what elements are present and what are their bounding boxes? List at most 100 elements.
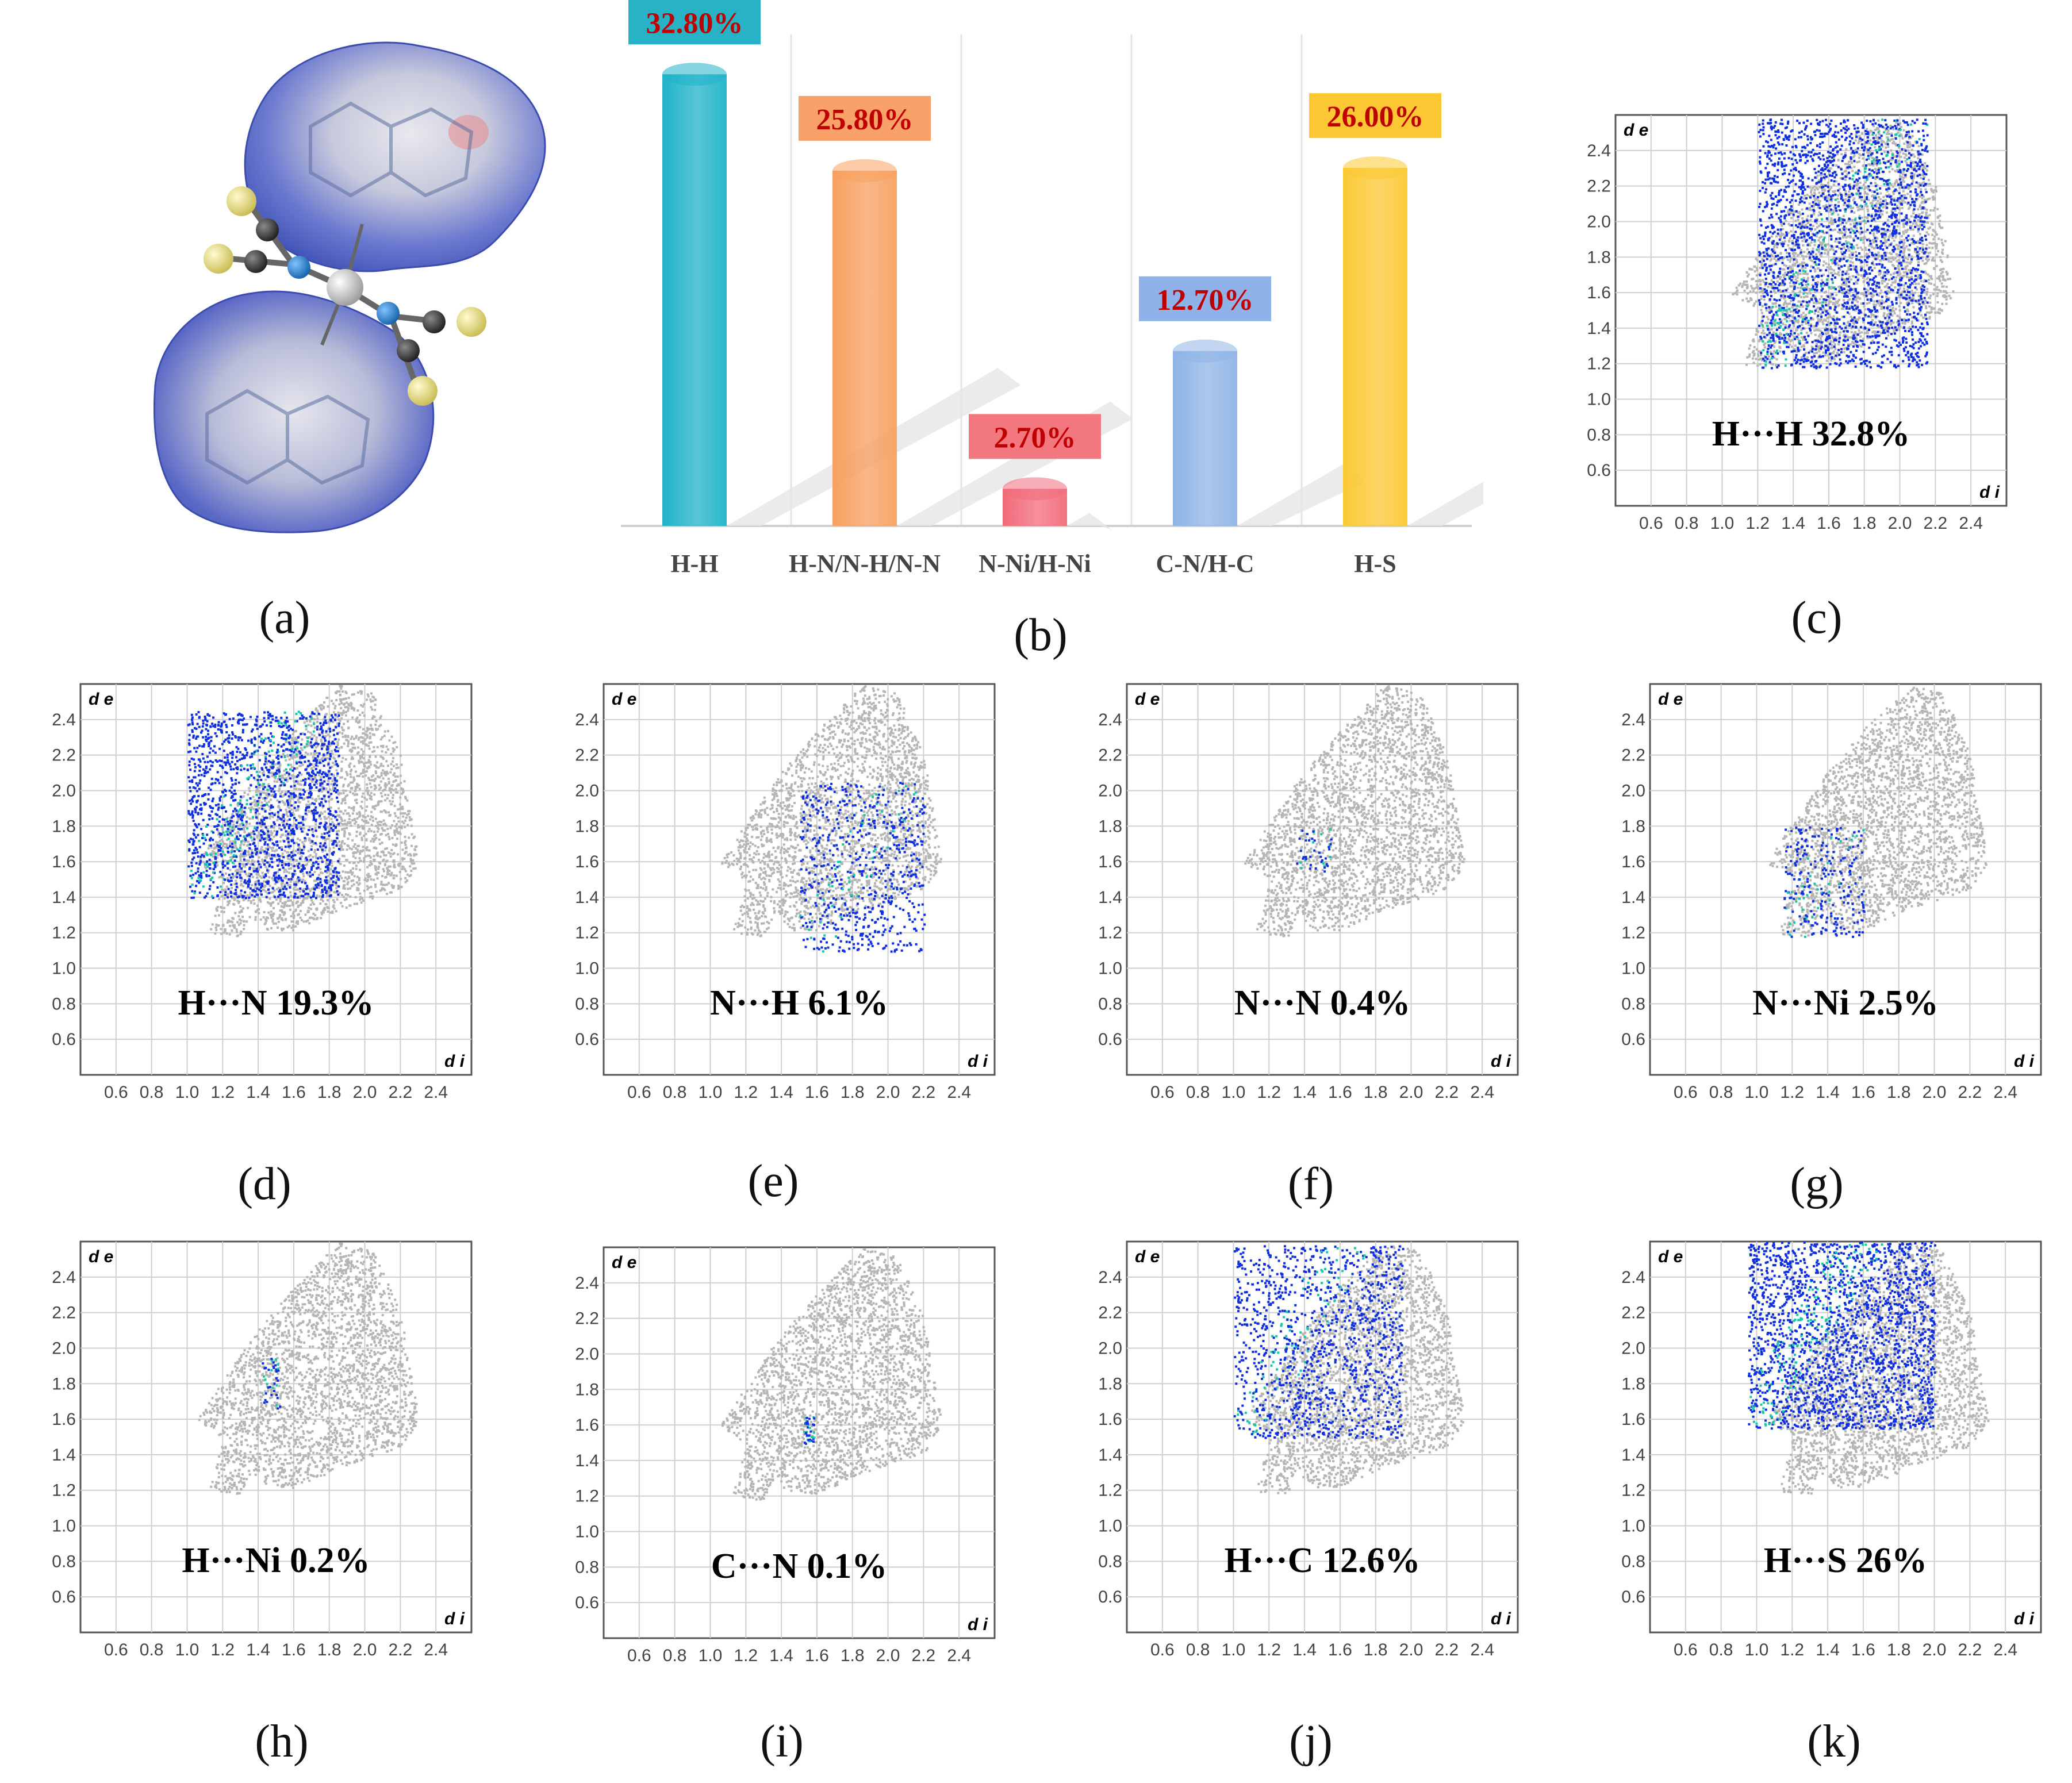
grey-point [1873,216,1876,219]
contact-point [1813,288,1816,291]
contact-point [1885,127,1888,130]
contact-point [1865,272,1868,275]
contact-point [1849,243,1852,245]
contact-point [1840,197,1843,200]
molecule-drawing [153,41,546,533]
grey-point [1879,271,1882,274]
grey-point [1844,279,1847,282]
grey-point [1780,282,1783,285]
grey-point [1807,220,1810,222]
grey-point [1898,186,1901,189]
contact-point [1785,206,1787,209]
contact-point [1784,364,1787,367]
contact-point [1845,242,1848,245]
grey-point [1797,242,1799,245]
grey-point [1867,174,1870,177]
contact-point [1921,290,1924,293]
grey-point [1744,283,1747,286]
grey-point [1832,190,1835,193]
contact-point [1848,289,1851,292]
contact-point [1864,359,1867,362]
grey-point [1822,232,1825,235]
contact-point [1831,331,1833,333]
grey-point [1764,284,1767,287]
grey-point [232,840,235,843]
grey-point [1843,283,1846,286]
grey-point [379,883,382,886]
contact-point [1763,359,1766,362]
grey-point [1880,308,1883,310]
contact-point [1851,301,1854,304]
grey-point [1879,198,1882,201]
contact-point [1785,309,1787,312]
contact-point [1845,136,1848,139]
contact-point [1844,272,1847,275]
contact-point [1825,324,1828,326]
grey-point [1831,268,1833,271]
grey-point [1918,249,1921,252]
grey-point [1866,128,1868,130]
contact-point [1795,362,1798,365]
contact-point [1839,122,1842,125]
grey-point [1782,228,1785,230]
grey-point [1856,297,1859,299]
grey-point [1887,218,1890,221]
grey-point [1877,252,1880,255]
contact-point [1839,209,1842,212]
grey-point [236,820,239,823]
contact-point [1885,179,1888,182]
grey-point [1813,268,1816,271]
contact-point [1838,228,1841,231]
grey-point [1886,282,1889,285]
contact-point [1797,136,1800,139]
contact-point [1764,167,1767,170]
contact-point [1803,201,1806,204]
grey-point [1924,167,1927,170]
contact-point [1926,301,1929,304]
contact-point [1911,120,1914,122]
contact-point [1921,194,1924,197]
contact-point [1827,169,1829,172]
contact-point [1831,274,1834,277]
contact-point [1859,137,1862,140]
contact-point [1777,130,1780,133]
contact-point [1880,366,1883,368]
contact-point [1858,186,1861,189]
contact-point [1768,306,1771,309]
contact-point [1923,171,1925,174]
grey-point [1902,267,1905,270]
grey-point [1903,320,1906,322]
contact-point [1888,316,1891,319]
contact-point [1818,124,1821,126]
grey-point [1889,305,1891,308]
contact-point [1889,313,1892,316]
contact-point [1916,319,1918,322]
contact-point [1840,129,1843,132]
grey-point [1898,294,1901,297]
grey-point [1856,247,1859,249]
contact-point [1876,192,1879,195]
grey-point [1891,158,1894,161]
grey-point [1843,203,1845,206]
contact-point [1780,210,1783,213]
grey-point [1816,316,1819,319]
contact-point [1852,298,1855,301]
contact-point [1916,193,1919,196]
grey-point [1840,276,1843,279]
contact-point [1837,267,1840,270]
grey-point [1779,347,1782,349]
contact-point [1886,206,1889,209]
contact-point [1881,326,1883,329]
grey-point [1856,183,1859,186]
contact-point [1844,208,1847,211]
grey-point [1871,156,1874,159]
contact-point [1862,153,1865,156]
grey-point [267,911,270,914]
contact-point [1871,352,1874,355]
contact-point [1803,220,1806,223]
grey-point [1854,343,1857,345]
contact-point [1914,299,1917,302]
contact-point [1874,275,1877,278]
contact-point [1906,239,1909,242]
contact-point [1876,309,1879,312]
